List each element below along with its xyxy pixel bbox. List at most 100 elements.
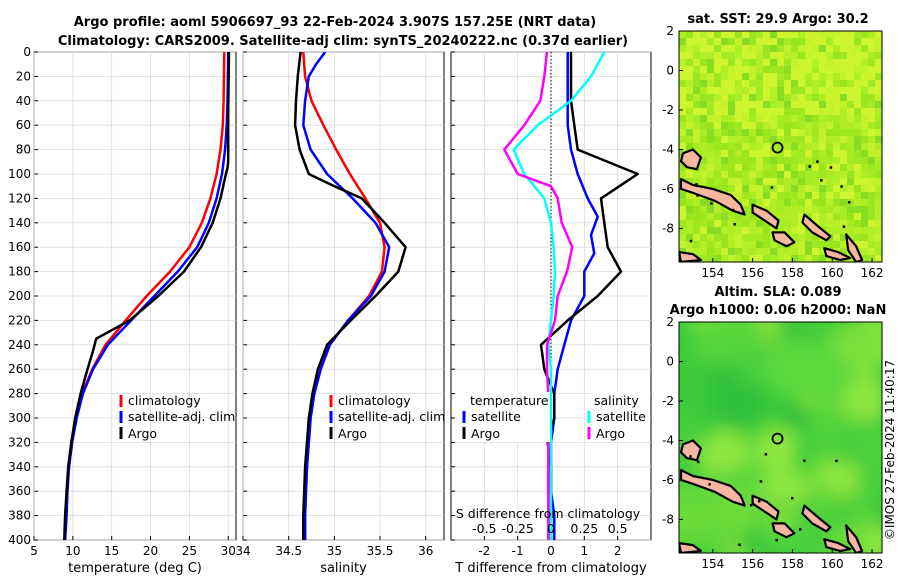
islet: [775, 538, 779, 542]
heat-cell: [735, 171, 743, 179]
heat-cell: [819, 73, 827, 81]
heat-cell: [847, 45, 855, 53]
heat-cell: [749, 73, 757, 81]
heat-cell: [868, 143, 876, 151]
sla-blob: [869, 435, 882, 460]
heat-cell: [756, 45, 764, 53]
heat-cell: [875, 234, 882, 242]
heat-cell: [707, 73, 715, 81]
heat-cell: [735, 192, 743, 200]
heat-cell: [700, 234, 708, 242]
heat-cell: [777, 108, 785, 116]
heat-cell: [756, 73, 764, 81]
heat-cell: [847, 192, 855, 200]
heat-cell: [847, 199, 855, 207]
heat-cell: [742, 241, 750, 249]
heat-cell: [679, 31, 687, 39]
heat-cell: [707, 129, 715, 137]
x-tick-label: 15: [104, 544, 119, 558]
heat-cell: [714, 248, 722, 256]
heat-cell: [735, 241, 743, 249]
heat-cell: [784, 31, 792, 39]
map-x-tick-label: 156: [741, 557, 764, 571]
heat-cell: [693, 45, 701, 53]
heat-cell: [847, 80, 855, 88]
heat-cell: [861, 38, 869, 46]
heat-cell: [868, 136, 876, 144]
map-x-tick-label: 156: [741, 266, 764, 280]
heat-cell: [840, 143, 848, 151]
heat-cell: [777, 241, 785, 249]
heat-cell: [714, 241, 722, 249]
map-x-tick-label: 162: [861, 557, 884, 571]
heat-cell: [833, 213, 841, 221]
difference-s-ticks: -0.5 -0.25 0 0.25 0.5: [472, 521, 627, 536]
heat-cell: [875, 255, 882, 262]
heat-cell: [784, 73, 792, 81]
heat-cell: [721, 59, 729, 67]
heat-cell: [763, 248, 771, 256]
heat-cell: [735, 115, 743, 123]
heat-cell: [840, 94, 848, 102]
heat-cell: [756, 94, 764, 102]
island: [679, 251, 702, 262]
heat-cell: [868, 199, 876, 207]
heat-cell: [833, 38, 841, 46]
heat-cell: [728, 73, 736, 81]
coastline: [679, 439, 864, 553]
heat-cell: [791, 185, 799, 193]
heat-cell: [861, 31, 869, 39]
sla-blobs: [679, 322, 882, 553]
heat-cell: [693, 115, 701, 123]
heat-cell: [777, 101, 785, 109]
heat-cell: [875, 199, 882, 207]
heat-cell: [784, 122, 792, 130]
heat-cell: [763, 192, 771, 200]
heat-cell: [812, 199, 820, 207]
heat-cell: [833, 150, 841, 158]
heat-cell: [721, 185, 729, 193]
x-axis-label: T difference from climatology: [454, 561, 647, 576]
heat-cell: [812, 73, 820, 81]
heat-cell: [875, 66, 882, 74]
heat-cell: [728, 87, 736, 95]
heat-cell: [714, 150, 722, 158]
heat-cell: [840, 157, 848, 165]
salinity-legend: climatology satellite-adj. clim Argo: [329, 393, 445, 441]
heat-cell: [875, 241, 882, 249]
heat-cell: [693, 213, 701, 221]
heat-cell: [763, 185, 771, 193]
heat-cell: [791, 206, 799, 214]
heat-cell: [714, 220, 722, 228]
legend-t-title: temperature: [470, 393, 549, 408]
heat-cell: [784, 136, 792, 144]
heat-cell: [686, 80, 694, 88]
heat-cell: [791, 213, 799, 221]
heat-cell: [728, 101, 736, 109]
heat-cell: [798, 213, 806, 221]
heat-cell: [686, 31, 694, 39]
heat-cell: [756, 108, 764, 116]
heat-cell: [826, 150, 834, 158]
island: [801, 213, 832, 242]
heat-cell: [714, 101, 722, 109]
heat-cell: [728, 38, 736, 46]
y-tick-label: 320: [8, 435, 31, 449]
heat-cell: [784, 101, 792, 109]
sla-blob: [692, 322, 739, 367]
heat-cell: [749, 122, 757, 130]
heat-cell: [833, 115, 841, 123]
island: [771, 522, 796, 539]
heat-cell: [721, 115, 729, 123]
heat-cell: [819, 87, 827, 95]
heat-cell: [770, 108, 778, 116]
heat-cell: [735, 38, 743, 46]
heat-cell: [805, 108, 813, 116]
heat-cell: [777, 59, 785, 67]
x-tick-label: 2: [614, 544, 622, 558]
heat-cell: [812, 241, 820, 249]
heat-cell: [742, 255, 750, 262]
heat-cell: [693, 136, 701, 144]
heat-cell: [686, 45, 694, 53]
